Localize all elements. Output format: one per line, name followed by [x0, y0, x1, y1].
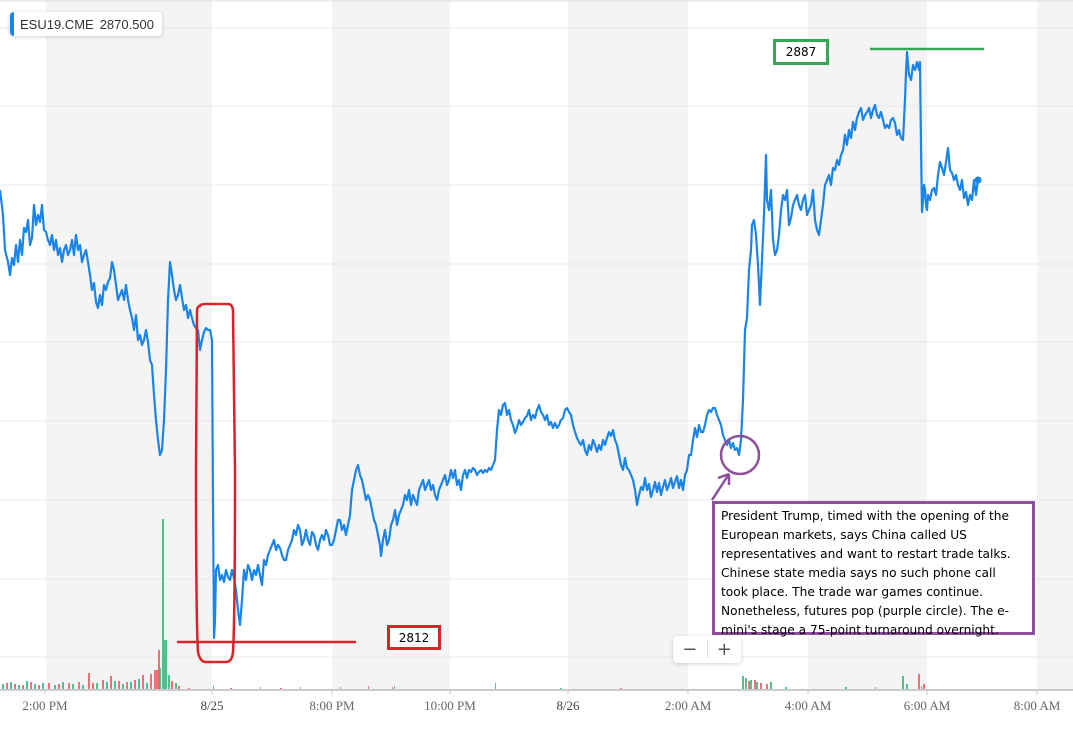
x-label-8-25: 8/25	[200, 698, 224, 713]
zoom-out-button[interactable]: −	[673, 636, 707, 663]
ticker-badge: ESU19.CME 2870.500	[10, 12, 162, 36]
low-label-box: 2812	[387, 625, 441, 650]
x-label-2pm: 2:00 PM	[22, 698, 68, 713]
low-label: 2812	[398, 630, 430, 645]
last-price-dot	[974, 176, 982, 184]
high-label: 2887	[785, 45, 817, 59]
x-label-8am: 8:00 AM	[1013, 698, 1061, 713]
x-label-4am: 4:00 AM	[784, 698, 832, 713]
zoom-in-button[interactable]: +	[708, 636, 742, 663]
ticker-color-bar	[10, 12, 14, 36]
zoom-divider	[706, 641, 708, 658]
price-line	[0, 50, 980, 640]
ticker-price: 2870.500	[99, 16, 154, 32]
x-label-6am: 6:00 AM	[903, 698, 951, 713]
volume-bars	[0, 519, 1073, 690]
purple-circle-annotation	[710, 434, 761, 501]
high-label-box: 2887	[773, 39, 829, 65]
x-label-2am: 2:00 AM	[664, 698, 712, 713]
ticker-symbol: ESU19.CME	[20, 16, 94, 32]
annotation-note-text: President Trump, timed with the opening …	[721, 509, 1011, 637]
x-label-8-26: 8/26	[556, 698, 580, 713]
x-ticks	[44, 690, 1038, 695]
zoom-controls: − +	[673, 636, 741, 663]
annotation-note: President Trump, timed with the opening …	[712, 501, 1035, 637]
low-annotation	[177, 302, 356, 664]
session-bands	[46, 0, 1073, 690]
x-label-8pm: 8:00 PM	[309, 698, 355, 713]
gridlines	[0, 27, 1073, 658]
x-label-10pm: 10:00 PM	[424, 698, 476, 713]
